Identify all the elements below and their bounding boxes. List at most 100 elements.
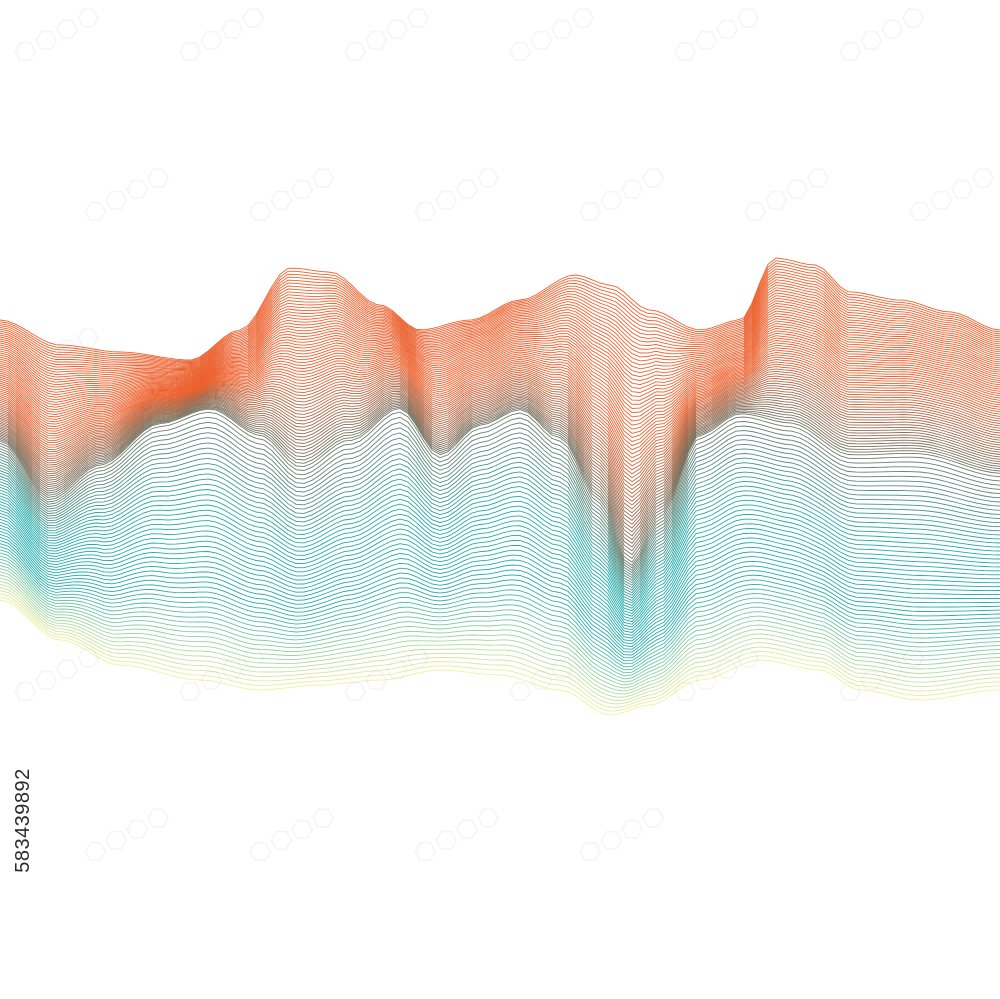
- wave-line: [0, 318, 1000, 403]
- wave-line: [0, 533, 1000, 650]
- wave-line: [0, 308, 1000, 393]
- wave-line: [0, 471, 1000, 596]
- wave-line: [0, 380, 1000, 502]
- wave-line: [0, 397, 1000, 537]
- wave-line: [0, 276, 1000, 368]
- wave-line: [0, 389, 1000, 518]
- wave-line: [0, 289, 1000, 376]
- wave-line: [0, 363, 1000, 475]
- stock-id-text: 583439892: [11, 767, 34, 873]
- wave-line: [0, 583, 1000, 698]
- wave-line: [0, 271, 1000, 366]
- wave-line: [0, 571, 1000, 686]
- wave-line: [0, 568, 1000, 683]
- wave-line: [0, 599, 1000, 716]
- wave-line: [0, 530, 1000, 647]
- wave-line: [0, 282, 1000, 370]
- wave-line: [0, 323, 1000, 408]
- wave-line: [0, 263, 1000, 363]
- wave-line: [0, 257, 1000, 361]
- wave-line: [0, 382, 1000, 506]
- wave-line: [0, 447, 1000, 584]
- wave-line: [0, 295, 1000, 381]
- wave-line: [0, 580, 1000, 695]
- wave-line: [0, 456, 1000, 589]
- wave-line: [0, 394, 1000, 529]
- wave-line: [0, 405, 1000, 556]
- wave-line: [0, 368, 1000, 483]
- wave-line: [0, 461, 1000, 591]
- wave-line: [0, 564, 1000, 680]
- wave-line: [0, 260, 1000, 362]
- wave-line: [0, 400, 1000, 544]
- wave-line: [0, 486, 1000, 607]
- wave-line: [0, 451, 1000, 586]
- wave-line: [0, 561, 1000, 677]
- wave-line: [0, 507, 1000, 625]
- wave-line: [0, 344, 1000, 443]
- wave-line: [0, 504, 1000, 623]
- wave-line: [0, 596, 1000, 712]
- wave-line: [0, 303, 1000, 388]
- wave-line: [0, 268, 1000, 365]
- wave-line: [0, 480, 1000, 601]
- wave-line: [0, 347, 1000, 447]
- wave-line: [0, 437, 1000, 579]
- wave-line: [0, 305, 1000, 391]
- wave-line: [0, 375, 1000, 494]
- wave-line: [0, 527, 1000, 645]
- wave-line: [0, 411, 1000, 566]
- wave-line: [0, 320, 1000, 406]
- wave-line: [0, 476, 1000, 599]
- wave-line: [0, 518, 1000, 636]
- wave-line: [0, 515, 1000, 633]
- wave-line: [0, 330, 1000, 418]
- wave-line: [0, 337, 1000, 430]
- wave-line: [0, 315, 1000, 401]
- wave-line: [0, 366, 1000, 479]
- wave-line: [0, 403, 1000, 552]
- wave-line: [0, 342, 1000, 439]
- wave-line: [0, 521, 1000, 639]
- wave-line: [0, 279, 1000, 369]
- wave-line: [0, 387, 1000, 514]
- wave-line: [0, 498, 1000, 617]
- wave-line: [0, 370, 1000, 487]
- wave-line: [0, 401, 1000, 548]
- wave-line: [0, 501, 1000, 620]
- wave-line: [0, 509, 1000, 628]
- wave-line: [0, 361, 1000, 471]
- wave-line: [0, 359, 1000, 467]
- wave-line: [0, 577, 1000, 692]
- wave-line: [0, 284, 1000, 372]
- wave-line: [0, 406, 1000, 560]
- wave-line: [0, 292, 1000, 378]
- wave-line: [0, 552, 1000, 668]
- wave-line: [0, 495, 1000, 615]
- wave-line: [0, 332, 1000, 422]
- wave-line: [0, 489, 1000, 609]
- wave-line: [0, 356, 1000, 463]
- wave-line: [0, 349, 1000, 451]
- wave-line: [0, 351, 1000, 455]
- wave-line: [0, 325, 1000, 411]
- wave-line: [0, 328, 1000, 414]
- wave-line: [0, 416, 1000, 569]
- wave-line: [0, 273, 1000, 367]
- wave-line: [0, 574, 1000, 689]
- wave-line: [0, 335, 1000, 426]
- wave-line: [0, 546, 1000, 662]
- wave-line: [0, 484, 1000, 604]
- wave-line: [0, 392, 1000, 525]
- wave-line: [0, 385, 1000, 510]
- wave-line: [0, 421, 1000, 571]
- wave-line: [0, 590, 1000, 705]
- wave-line: [0, 524, 1000, 642]
- wave-line: [0, 442, 1000, 581]
- wave-line: [0, 395, 1000, 533]
- wave-line: [0, 287, 1000, 374]
- wave-line: [0, 378, 1000, 498]
- wave-line: [0, 354, 1000, 459]
